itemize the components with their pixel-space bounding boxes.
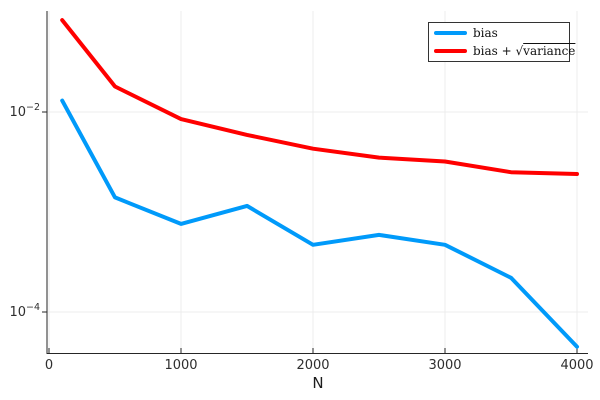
x-tick-label: 1000 — [164, 358, 197, 373]
legend-line-swatch-bias-variance — [434, 49, 467, 53]
series-line-bias-variance — [60, 18, 579, 176]
legend-line-swatch-bias — [434, 31, 467, 35]
legend-item-bias: bias — [434, 24, 569, 42]
y-tick-label: 10−4 — [9, 302, 40, 320]
legend-label-bias: bias — [473, 26, 498, 40]
legend-item-bias-variance: bias + √variance — [434, 42, 575, 60]
legend: bias bias + √variance — [428, 22, 575, 62]
legend-label-bias-variance: bias + √variance — [473, 44, 576, 58]
x-tick-label: 0 — [45, 358, 53, 373]
sqrt-radical-sign: √ — [515, 44, 524, 58]
x-axis-title: N — [312, 374, 324, 392]
series-line-bias — [60, 98, 579, 349]
x-tick-label: 4000 — [560, 358, 593, 373]
x-tick-label: 2000 — [296, 358, 329, 373]
y-tick-label: 10−2 — [9, 102, 40, 120]
x-tick-label: 3000 — [428, 358, 461, 373]
